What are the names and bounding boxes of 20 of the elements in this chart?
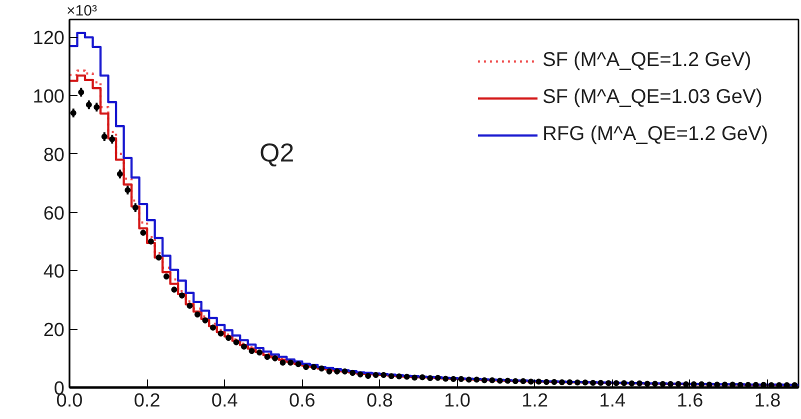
y-tick-label: 80 [43, 144, 65, 166]
y-tick-label: 100 [32, 86, 64, 108]
y-tick-label: 120 [32, 28, 64, 50]
x-tick-label: 1.0 [444, 390, 470, 412]
y-tick-label: 20 [43, 320, 65, 342]
x-tick-label: 1.8 [754, 390, 781, 412]
x-tick-label: 1.4 [599, 390, 626, 412]
y-tick-label: 60 [43, 203, 65, 224]
x-tick-label: 1.2 [522, 390, 548, 412]
y-tick-label: 40 [43, 262, 65, 283]
x-tick-label: 0.6 [288, 390, 316, 412]
legend-label: SF (M^A_QE=1.2 GeV) [542, 49, 752, 72]
x-tick-label: 1.6 [676, 390, 704, 412]
x-tick-label: 0.4 [211, 390, 238, 412]
x-tick-label: 0.8 [366, 390, 393, 412]
legend-label: SF (M^A_QE=1.03 GeV) [542, 86, 762, 109]
legend-label: RFG (M^A_QE=1.2 GeV) [542, 123, 768, 146]
x-tick-label: 0.2 [134, 390, 160, 412]
text: ×10³ [66, 2, 97, 20]
annotation: Q2 [260, 138, 294, 168]
